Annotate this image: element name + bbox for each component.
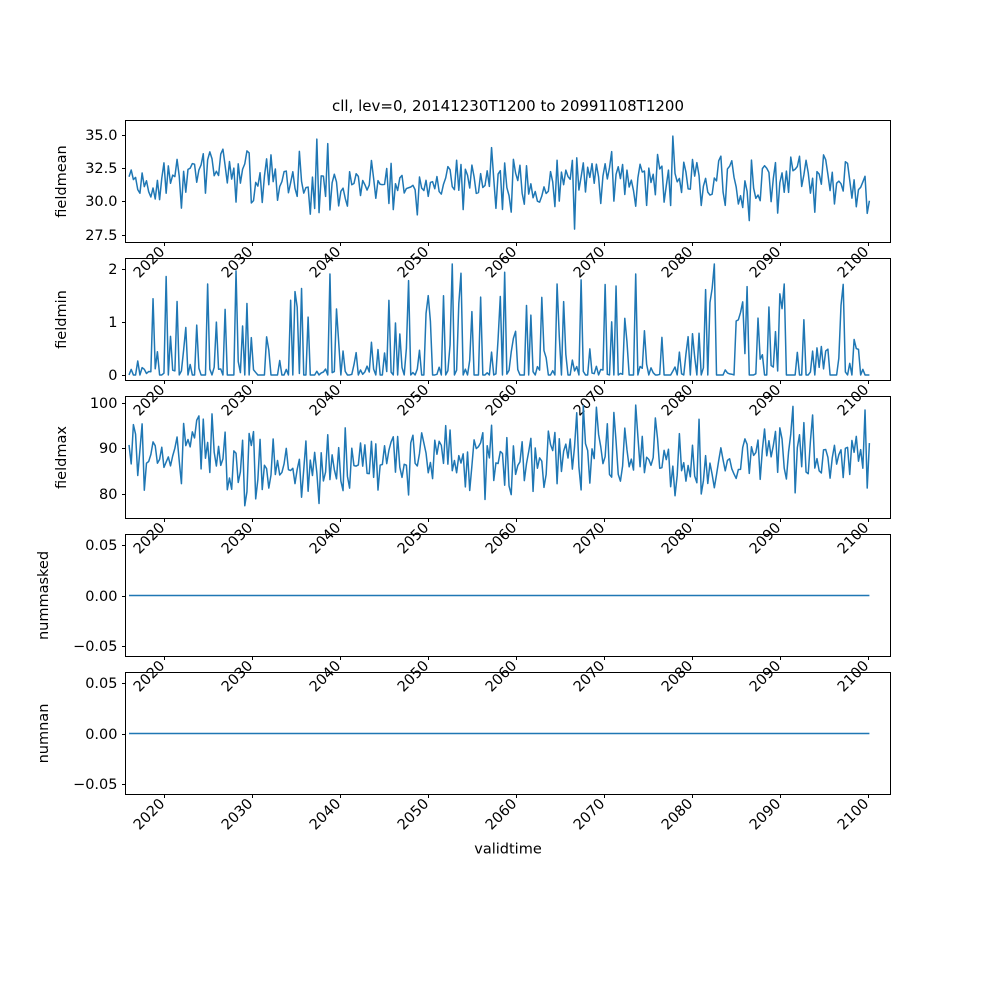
figure-title: cll, lev=0, 20141230T1200 to 20991108T12… <box>332 97 684 115</box>
x-tick-label: 2090 <box>747 658 784 695</box>
x-tick-label: 2070 <box>571 658 608 695</box>
axes-frame <box>124 119 892 244</box>
x-tick-label: 2080 <box>659 796 696 833</box>
y-tick-label: 90 <box>99 441 117 457</box>
subplot-nummasked: −0.05 0.00 0.05 2020 2030 2040 2050 2060 2070 208… <box>73 533 892 695</box>
x-tick-label: 2100 <box>835 382 872 419</box>
y-axis-label: fieldmax <box>54 426 70 489</box>
y-tick-label: 30.0 <box>85 194 117 210</box>
x-tick-label: 2040 <box>307 382 344 419</box>
x-tick-label: 2060 <box>483 796 520 833</box>
x-tick-label: 2020 <box>131 796 168 833</box>
x-tick-label: 2090 <box>747 520 784 557</box>
axes-frame <box>124 533 892 658</box>
x-tick-label: 2080 <box>659 520 696 557</box>
subplot-fieldmax: 80 90 100 2020 2030 2040 2050 2060 2070 2080 2090 2… <box>90 395 892 557</box>
x-tick-label: 2020 <box>131 382 168 419</box>
y-tick-label: 0.05 <box>85 676 117 692</box>
x-tick-label: 2030 <box>219 658 256 695</box>
y-axis-label: numnan <box>36 704 52 764</box>
axes-frame <box>124 257 892 382</box>
x-tick-label: 2020 <box>131 244 168 281</box>
x-tick-label: 2060 <box>483 244 520 281</box>
x-tick-label: 2050 <box>395 796 432 833</box>
x-axis-label: validtime <box>474 842 542 858</box>
x-tick-label: 2030 <box>219 244 256 281</box>
y-axis-label: fieldmin <box>54 290 70 349</box>
x-tick-label: 2090 <box>747 244 784 281</box>
x-tick-label: 2100 <box>835 520 872 557</box>
subplot-numnan: −0.05 0.00 0.05 2020 2030 2040 2050 2060 2070 208… <box>73 671 892 833</box>
x-tick-label: 2020 <box>131 658 168 695</box>
y-tick-label: 100 <box>90 396 118 412</box>
x-tick-label: 2030 <box>219 520 256 557</box>
x-tick-label: 2050 <box>395 520 432 557</box>
x-tick-label: 2040 <box>307 520 344 557</box>
x-tick-label: 2030 <box>219 796 256 833</box>
y-tick-label: 35.0 <box>85 128 117 144</box>
x-tick-label: 2100 <box>835 658 872 695</box>
x-tick-label: 2100 <box>835 244 872 281</box>
x-tick-label: 2060 <box>483 520 520 557</box>
series-line-fieldmean <box>128 135 871 230</box>
y-tick-label: 27.5 <box>85 228 117 244</box>
y-tick-label: 0.05 <box>85 538 117 554</box>
axes-frame <box>124 671 892 796</box>
y-axis-label: fieldmean <box>54 145 70 217</box>
y-tick-label: 1 <box>108 315 117 331</box>
y-tick-label: 32.5 <box>85 161 117 177</box>
y-tick-label: −0.05 <box>73 639 117 655</box>
y-tick-label: 0.00 <box>85 589 117 605</box>
y-tick-label: 0.00 <box>85 727 117 743</box>
x-tick-label: 2080 <box>659 382 696 419</box>
x-tick-label: 2040 <box>307 244 344 281</box>
x-tick-label: 2020 <box>131 520 168 557</box>
series-line-fieldmin <box>128 263 870 376</box>
x-tick-label: 2060 <box>483 658 520 695</box>
series-line-fieldmax <box>128 404 871 507</box>
x-tick-label: 2040 <box>307 658 344 695</box>
y-tick-label: 80 <box>99 487 117 503</box>
x-tick-label: 2100 <box>835 796 872 833</box>
y-tick-label: 2 <box>108 262 117 278</box>
x-tick-label: 2040 <box>307 796 344 833</box>
axes-frame <box>124 395 892 520</box>
x-tick-label: 2070 <box>571 244 608 281</box>
y-axis-label: nummasked <box>36 551 52 640</box>
x-tick-label: 2080 <box>659 658 696 695</box>
x-tick-label: 2070 <box>571 520 608 557</box>
x-tick-label: 2050 <box>395 382 432 419</box>
x-tick-label: 2080 <box>659 244 696 281</box>
x-tick-label: 2090 <box>747 382 784 419</box>
x-tick-label: 2050 <box>395 244 432 281</box>
x-tick-label: 2060 <box>483 382 520 419</box>
x-tick-label: 2030 <box>219 382 256 419</box>
x-tick-label: 2090 <box>747 796 784 833</box>
y-tick-label: −0.05 <box>73 777 117 793</box>
y-tick-label: 0 <box>108 368 117 384</box>
subplot-fieldmean: 27.5 30.0 32.5 35.0 2020 2030 2040 2050 2060 2070… <box>85 119 892 281</box>
x-tick-label: 2050 <box>395 658 432 695</box>
x-tick-label: 2070 <box>571 796 608 833</box>
